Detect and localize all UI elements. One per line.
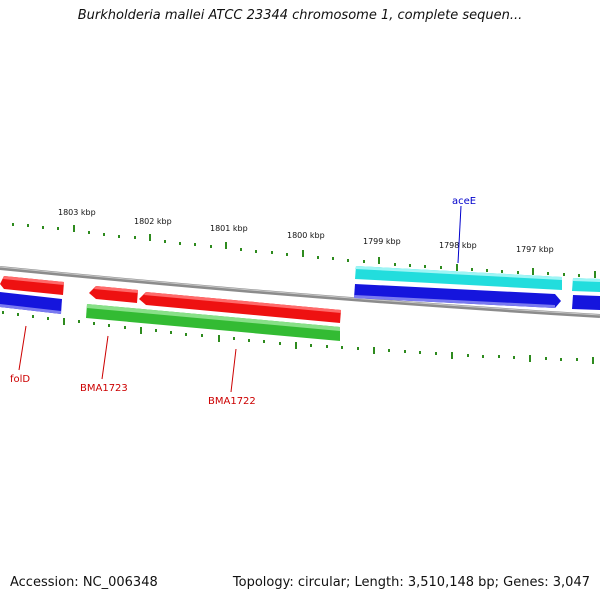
accession-text: Accession: NC_006348 (10, 575, 158, 590)
scale-label-1797: 1797 kbp (516, 245, 554, 254)
inner-tick-track (2, 311, 594, 364)
gene-BMA1722-reverse[interactable] (86, 304, 340, 341)
chromosome-backbone (0, 266, 600, 318)
scale-label-1801: 1801 kbp (210, 224, 248, 233)
scale-label-1799: 1799 kbp (363, 237, 401, 246)
scale-label-1800: 1800 kbp (287, 231, 325, 240)
gene-label-aceE[interactable]: aceE (452, 196, 476, 207)
gene-label-BMA1722[interactable]: BMA1722 (208, 396, 256, 407)
gene-BMA1723-forward[interactable] (89, 286, 138, 303)
gene-aceE-reverse[interactable] (354, 284, 561, 308)
outer-tick-track (12, 223, 596, 278)
map-title: Burkholderia mallei ATCC 23344 chromosom… (77, 8, 523, 23)
scale-label-1802: 1802 kbp (134, 217, 172, 226)
BMA1723-leader (101, 335, 109, 380)
gene-label-BMA1723[interactable]: BMA1723 (80, 383, 128, 394)
scale-label-1798: 1798 kbp (439, 241, 477, 250)
scale-label-1803: 1803 kbp (58, 208, 96, 217)
gene-label-folD[interactable]: folD (10, 374, 30, 385)
gene-cyan-right[interactable] (572, 278, 600, 292)
gene-aceE-forward[interactable] (355, 266, 562, 290)
gene-BMA1722-forward[interactable] (139, 292, 341, 323)
gene-folD-forward[interactable] (0, 276, 64, 295)
folD-leader (18, 325, 27, 371)
gene-folD-reverse[interactable] (0, 292, 62, 314)
aceE-leader (457, 205, 462, 264)
gene-blue-right[interactable] (572, 295, 600, 310)
genome-summary-text: Topology: circular; Length: 3,510,148 bp… (232, 575, 590, 590)
BMA1722-leader (230, 348, 237, 393)
